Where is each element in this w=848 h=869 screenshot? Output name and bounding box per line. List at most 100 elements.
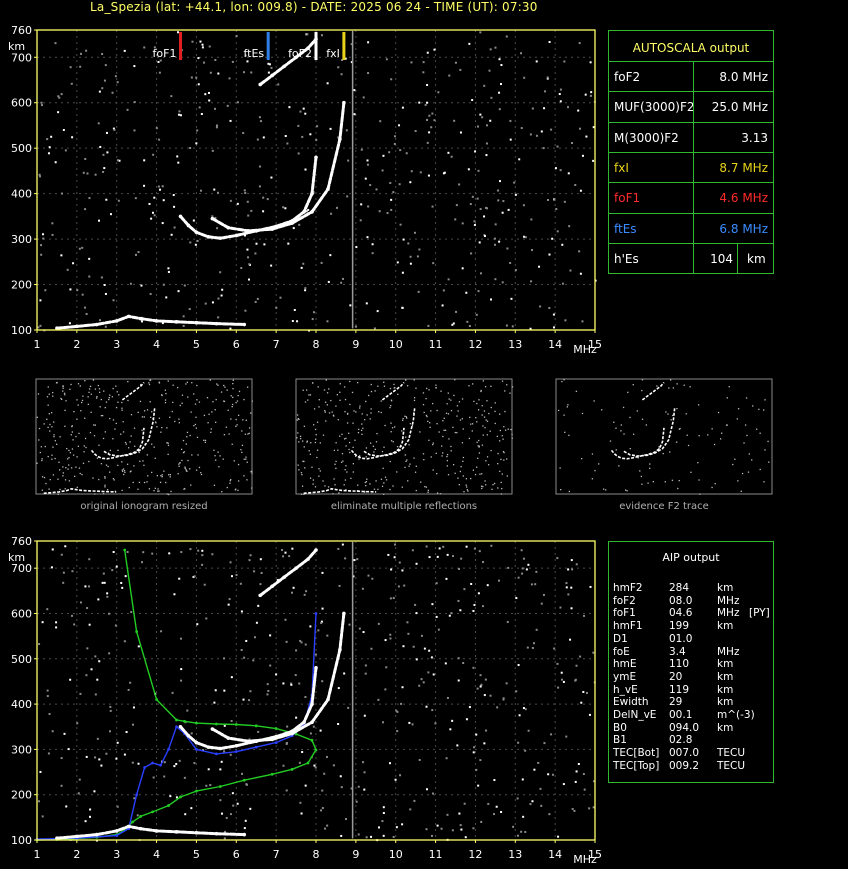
thumb-noise xyxy=(189,468,191,470)
noise-dot xyxy=(479,759,482,762)
noise-streak xyxy=(351,180,354,184)
thumbnail-strip xyxy=(35,378,773,496)
noise-dot xyxy=(311,318,314,321)
noise-dot xyxy=(193,575,196,578)
thumb-noise xyxy=(120,433,122,435)
noise-dot xyxy=(326,634,329,637)
data-point xyxy=(195,747,198,751)
noise-dot xyxy=(159,59,162,62)
noise-dot xyxy=(451,323,454,326)
noise-dot xyxy=(526,646,529,649)
noise-dot xyxy=(152,153,155,156)
thumb-noise xyxy=(184,466,186,468)
thumb-noise xyxy=(409,463,411,465)
noise-dot xyxy=(468,706,471,709)
data-point xyxy=(123,548,127,552)
aip-value: 20 xyxy=(669,670,683,683)
noise-dot xyxy=(86,607,89,610)
thumb-noise xyxy=(213,484,216,486)
thumb-noise xyxy=(476,402,478,405)
noise-dot xyxy=(48,146,51,149)
noise-dot xyxy=(579,655,582,658)
noise-dot xyxy=(143,184,146,187)
thumb-noise xyxy=(164,401,167,404)
data-point xyxy=(310,720,314,725)
thumb-noise xyxy=(568,490,570,493)
aip-row: hmF1 199 km xyxy=(613,620,773,633)
thumb-noise xyxy=(102,493,105,495)
noise-dot xyxy=(231,792,234,795)
noise-dot xyxy=(531,107,534,110)
noise-dot xyxy=(558,93,561,96)
noise-dot xyxy=(524,708,527,711)
noise-dot xyxy=(585,691,588,694)
noise-dot xyxy=(226,104,229,107)
autoscala-row: foF2 8.0 MHz xyxy=(609,61,773,92)
noise-streak xyxy=(351,194,354,198)
thumb-noise xyxy=(678,479,680,482)
noise-streak xyxy=(351,748,354,752)
noise-dot xyxy=(285,742,288,745)
thumb-noise xyxy=(415,387,417,389)
noise-dot xyxy=(382,721,385,724)
thumb-noise xyxy=(302,389,304,391)
thumb-noise xyxy=(736,418,739,420)
thumb-noise xyxy=(223,400,226,403)
noise-dot xyxy=(466,320,469,323)
noise-streak xyxy=(351,718,354,722)
thumb-noise xyxy=(345,489,347,491)
thumb-noise xyxy=(48,413,51,415)
thumb-noise xyxy=(186,431,189,434)
noise-dot xyxy=(460,557,463,560)
thumb-noise xyxy=(478,445,480,447)
noise-streak xyxy=(351,262,354,266)
noise-dot xyxy=(219,271,222,274)
autoscala-row: h'Es 104 km xyxy=(609,242,773,274)
noise-dot xyxy=(499,180,502,183)
thumb-noise xyxy=(743,442,745,444)
noise-dot xyxy=(247,278,250,281)
noise-streak xyxy=(351,55,354,59)
x-tick-label: 12 xyxy=(468,338,482,351)
noise-dot xyxy=(530,218,533,221)
thumb-noise xyxy=(160,431,162,433)
noise-dot xyxy=(104,325,107,328)
data-point xyxy=(151,761,154,765)
aip-unit: km xyxy=(717,696,734,709)
noise-dot xyxy=(41,621,44,624)
noise-dot xyxy=(361,587,364,590)
thumb-noise xyxy=(111,396,113,398)
thumb-noise xyxy=(494,410,496,413)
thumb-noise xyxy=(83,445,85,447)
noise-dot xyxy=(241,772,244,775)
noise-streak xyxy=(351,721,354,725)
thumb-noise xyxy=(740,490,742,492)
autoscala-panel: AUTOSCALA output foF2 8.0 MHz MUF(3000)F2 2… xyxy=(608,30,774,274)
noise-dot xyxy=(267,71,270,74)
noise-dot xyxy=(382,834,385,837)
noise-dot xyxy=(579,189,582,192)
thumb-noise xyxy=(622,406,625,409)
noise-dot xyxy=(431,792,434,795)
noise-dot xyxy=(192,219,195,222)
noise-dot xyxy=(543,742,546,745)
noise-dot xyxy=(578,250,581,253)
thumb-noise xyxy=(172,401,174,404)
noise-dot xyxy=(303,593,306,596)
noise-streak xyxy=(351,221,354,225)
noise-streak xyxy=(351,628,354,632)
thumb-noise xyxy=(440,390,442,392)
thumb-noise xyxy=(563,379,565,381)
thumb-noise xyxy=(248,432,250,435)
thumb-noise xyxy=(235,425,237,428)
noise-dot xyxy=(565,586,568,589)
thumb-noise xyxy=(52,446,54,448)
thumb-noise xyxy=(81,399,84,402)
thumb-noise xyxy=(166,442,168,444)
aip-row: DelN_vE 00.1 m^(-3) xyxy=(613,709,773,722)
thumb-noise xyxy=(613,421,615,423)
data-point xyxy=(138,316,143,321)
thumb-noise xyxy=(343,386,346,388)
thumb-noise xyxy=(670,419,672,421)
noise-dot xyxy=(60,93,63,96)
